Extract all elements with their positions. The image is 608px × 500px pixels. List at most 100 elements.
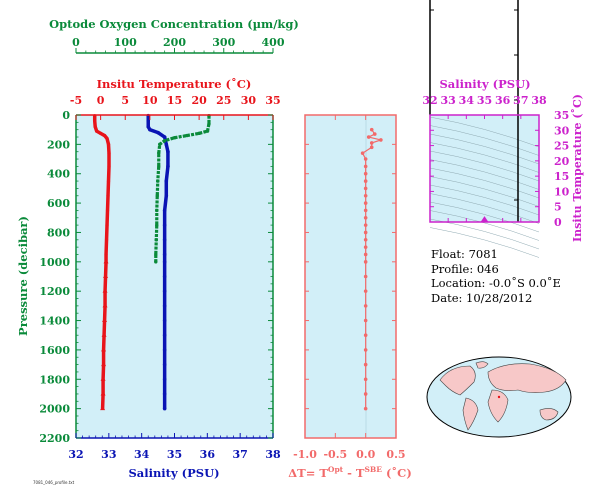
difference-point	[363, 237, 368, 242]
float-info-block: Float: 7081 Profile: 046 Location: -0.0˚…	[431, 247, 561, 305]
difference-tick-label: 0.0	[356, 448, 375, 461]
temperature-marker	[100, 405, 106, 411]
difference-point	[363, 304, 368, 308]
map-land-north-america	[439, 365, 476, 396]
ts-salinity-label: Salinity (PSU)	[439, 77, 530, 91]
temperature-point	[102, 133, 107, 138]
difference-point	[363, 260, 368, 264]
temperature-marker	[102, 302, 108, 308]
difference-point	[363, 392, 368, 396]
oxygen-point	[207, 122, 211, 126]
temperature-marker	[101, 361, 107, 367]
map-float-location	[497, 395, 501, 399]
ts-temperature-tick-label: 10	[554, 185, 570, 198]
salinity-point	[162, 406, 167, 411]
ts-temperature-tick-label: 0	[554, 216, 562, 229]
temperature-point	[104, 252, 108, 257]
difference-point	[363, 186, 368, 191]
salinity-tick-label: 37	[233, 448, 248, 461]
ts-salinity-tick-label: 32	[422, 94, 437, 107]
oxygen-point	[154, 238, 158, 242]
pressure-tick-label: 200	[47, 138, 70, 151]
world-map	[426, 356, 572, 438]
salinity-point	[164, 142, 169, 147]
salinity-axis-ticks: 32 33 34 35 36 37 38	[68, 433, 281, 461]
salinity-point	[162, 333, 167, 338]
difference-point	[363, 406, 368, 411]
oxygen-point	[197, 131, 201, 136]
salinity-point	[164, 193, 169, 198]
temperature-tick-label: 30	[241, 94, 257, 107]
difference-point	[363, 230, 368, 235]
difference-label-main: ΔT= T	[288, 466, 328, 480]
ts-contour	[429, 142, 540, 173]
oxygen-axis-label: Optode Oxygen Concentration (µm/kg)	[49, 17, 299, 31]
salinity-point	[166, 149, 170, 154]
oxygen-point	[185, 133, 189, 138]
oxygen-point	[155, 194, 159, 198]
profile-date: Date: 10/28/2012	[431, 290, 533, 305]
temperature-marker	[101, 332, 107, 337]
oxygen-tick-label: 400	[262, 36, 285, 49]
pressure-tick-label: 1600	[39, 344, 70, 357]
pressure-tick-label: 1400	[39, 315, 70, 328]
profile-id: Profile: 046	[431, 261, 499, 276]
temperature-point	[93, 125, 97, 129]
temperature-marker	[101, 346, 107, 352]
temperature-marker	[103, 258, 109, 264]
difference-point	[363, 289, 368, 293]
temperature-point	[106, 142, 111, 146]
difference-point	[369, 127, 374, 132]
ts-contour	[429, 159, 540, 190]
difference-point	[363, 193, 368, 198]
ts-temperature-tick-label: 35	[554, 109, 569, 122]
map-land-greenland	[475, 361, 489, 369]
temperature-point	[93, 119, 97, 123]
oxygen-tick-label: 0	[72, 36, 80, 49]
ts-salinity-tick-label: 34	[459, 94, 475, 107]
temperature-tick-label: 5	[121, 94, 129, 107]
salinity-tick-label: 36	[200, 448, 216, 461]
difference-panel-frame	[304, 114, 397, 439]
ts-contour	[429, 116, 540, 148]
oxygen-point	[157, 151, 161, 155]
oxygen-point	[158, 142, 162, 147]
temperature-tick-label: -5	[70, 94, 82, 107]
salinity-point	[162, 208, 167, 213]
difference-point	[363, 252, 368, 257]
difference-point	[363, 171, 368, 176]
difference-point	[363, 215, 368, 220]
pressure-tick-label: 1000	[39, 256, 70, 269]
temperature-marker	[102, 288, 108, 293]
difference-tick-label: -0.5	[323, 448, 347, 461]
temperature-point	[105, 136, 109, 141]
oxygen-point	[154, 260, 158, 264]
temperature-point	[107, 151, 111, 155]
salinity-point	[162, 135, 167, 139]
salinity-point	[148, 127, 152, 132]
difference-line	[361, 129, 384, 409]
pressure-tick-label: 2000	[39, 403, 70, 416]
temperature-point	[104, 238, 109, 242]
difference-point	[363, 362, 368, 367]
map-land-south-america	[462, 397, 479, 431]
oxygen-point	[156, 179, 160, 183]
ts-temperature-tick-label: 20	[554, 155, 570, 168]
footer-filename: 7081_046_profile.txt	[33, 480, 75, 485]
temperature-point	[95, 129, 99, 133]
salinity-point	[162, 274, 167, 279]
temperature-tick-label: 25	[216, 94, 231, 107]
difference-point	[363, 333, 368, 338]
temperature-point	[107, 164, 111, 168]
temperature-point	[99, 131, 103, 135]
ts-salinity-tick-label: 38	[531, 94, 547, 107]
oxygen-tick-label: 100	[114, 36, 137, 49]
difference-point	[363, 201, 368, 205]
ts-salinity-tick-label: 33	[441, 94, 456, 107]
oxygen-axis-ticks: 0 100 200 300 400	[72, 36, 285, 53]
difference-series	[360, 127, 384, 411]
difference-point	[363, 318, 368, 323]
salinity-tick-label: 33	[101, 448, 116, 461]
salinity-point	[146, 119, 151, 123]
ts-salinity-tick-label: 36	[495, 94, 511, 107]
